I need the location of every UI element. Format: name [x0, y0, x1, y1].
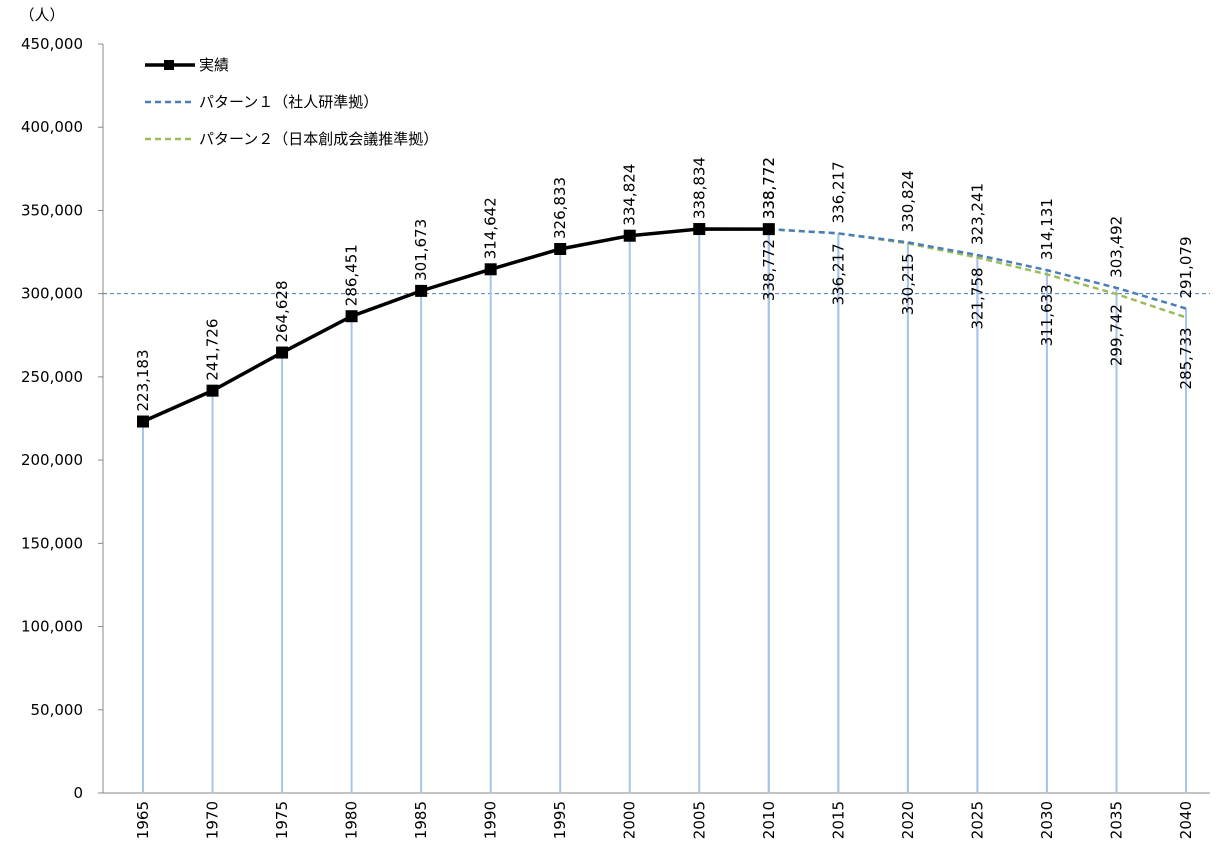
x-tick-label: 2020	[899, 801, 917, 839]
data-label: 330,824	[899, 170, 917, 232]
series-line	[768, 227, 1187, 310]
data-label: 338,772	[760, 157, 778, 219]
x-tick-label: 2035	[1107, 801, 1125, 839]
legend-label: パターン１（社人研準拠）	[199, 93, 378, 111]
x-tick-label: 2005	[690, 801, 708, 839]
marker	[762, 223, 775, 236]
data-label: 338,772	[760, 239, 778, 301]
series-line	[142, 227, 769, 424]
marker	[345, 310, 358, 323]
y-tick-label: 0	[73, 784, 83, 802]
x-tick-label: 1985	[412, 801, 430, 839]
data-label: 321,758	[968, 267, 986, 329]
data-label: 299,742	[1107, 304, 1125, 366]
x-tick-label: 2010	[760, 801, 778, 839]
data-label: 223,183	[134, 349, 152, 411]
x-tick-label: 1980	[343, 801, 361, 839]
marker	[623, 229, 636, 242]
x-tick-label: 2025	[968, 801, 986, 839]
y-tick-label: 450,000	[21, 35, 83, 53]
y-tick-label: 300,000	[21, 285, 83, 303]
data-label: 330,215	[899, 253, 917, 315]
data-label: 311,633	[1038, 284, 1056, 346]
data-label: 301,673	[412, 219, 430, 281]
y-unit: （人）	[19, 6, 64, 24]
legend-label: 実績	[199, 56, 229, 74]
marker	[276, 346, 289, 359]
data-label: 291,079	[1177, 236, 1195, 298]
data-label: 303,492	[1107, 216, 1125, 278]
x-tick-label: 1970	[204, 801, 222, 839]
marker	[484, 263, 497, 276]
x-tick-label: 2030	[1038, 801, 1056, 839]
data-label: 241,726	[204, 319, 222, 381]
marker	[554, 243, 567, 256]
y-tick-label: 200,000	[21, 451, 83, 469]
x-tick-label: 1990	[482, 801, 500, 839]
y-tick-label: 100,000	[21, 618, 83, 636]
data-label: 336,217	[829, 243, 847, 305]
legend-label: パターン２（日本創成会議推準拠）	[199, 130, 438, 148]
legend-marker	[164, 60, 174, 70]
data-label: 336,217	[829, 161, 847, 223]
y-tick-label: 150,000	[21, 534, 83, 552]
data-label: 338,834	[690, 157, 708, 219]
x-tick-label: 2000	[621, 801, 639, 839]
data-label: 323,241	[968, 183, 986, 245]
x-tick-label: 1975	[273, 801, 291, 839]
marker	[415, 284, 428, 297]
x-tick-label: 1995	[551, 801, 569, 839]
y-tick-label: 400,000	[21, 118, 83, 136]
y-tick-label: 350,000	[21, 201, 83, 219]
y-tick-label: 50,000	[31, 701, 84, 719]
data-label: 264,628	[273, 281, 291, 343]
x-tick-label: 1965	[134, 801, 152, 839]
y-tick-label: 250,000	[21, 368, 83, 386]
data-label: 314,642	[482, 197, 500, 259]
data-label: 326,833	[551, 177, 569, 239]
data-label: 334,824	[621, 164, 639, 226]
marker	[693, 223, 706, 236]
x-tick-label: 2040	[1177, 801, 1195, 839]
data-label: 286,451	[343, 244, 361, 306]
marker	[137, 415, 149, 428]
series-line	[768, 227, 1187, 319]
data-label: 285,733	[1177, 327, 1195, 389]
x-tick-label: 2015	[829, 801, 847, 839]
marker	[206, 384, 219, 397]
data-label: 314,131	[1038, 198, 1056, 260]
data-label: 338,772	[760, 157, 778, 219]
